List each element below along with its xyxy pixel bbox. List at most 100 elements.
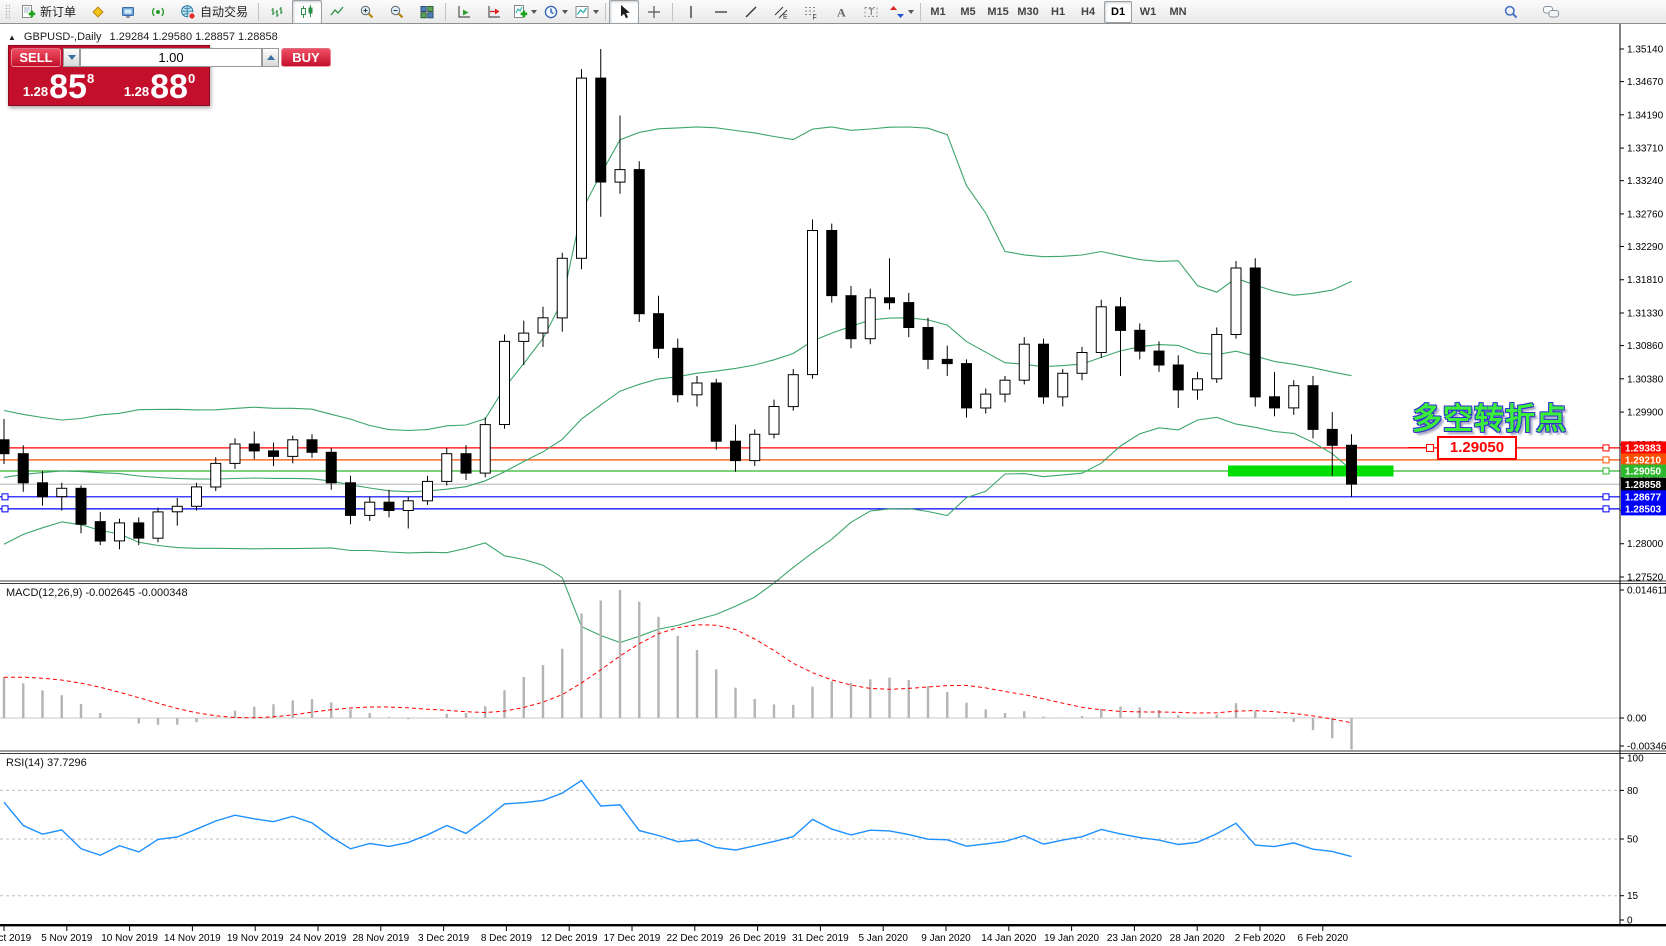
candle	[229, 443, 241, 464]
fibonacci-button[interactable]: F	[796, 0, 826, 24]
candle	[864, 297, 876, 340]
tile-windows-button[interactable]	[412, 0, 442, 24]
volume-input[interactable]	[80, 48, 262, 67]
date-axis-label: 14 Jan 2020	[981, 933, 1036, 944]
candle	[1153, 350, 1165, 366]
macd-histogram-bar	[1177, 715, 1180, 718]
horizontal-line-button[interactable]	[706, 0, 736, 24]
candlestick-chart-button[interactable]	[292, 0, 323, 24]
date-axis-label: 26 Dec 2019	[729, 933, 786, 944]
macd-histogram-bar	[99, 713, 102, 718]
cursor-button[interactable]	[609, 0, 640, 24]
timeframe-button-W1[interactable]: W1	[1139, 5, 1157, 18]
support-highlight-bar[interactable]	[1228, 465, 1394, 477]
volume-increase-button[interactable]	[262, 48, 279, 67]
sell-price[interactable]: 1.28 85 8	[9, 68, 108, 106]
candle	[999, 379, 1011, 395]
data-window-button[interactable]	[113, 0, 143, 24]
line-price-label: 1.29050	[1625, 466, 1662, 477]
price-axis-tick: 1.32290	[1627, 242, 1664, 253]
macd-histogram-bar	[214, 717, 217, 718]
periods-button[interactable]	[540, 0, 571, 24]
text-button[interactable]: A	[826, 0, 856, 24]
callout-handle[interactable]	[1426, 444, 1434, 452]
auto-scroll-button[interactable]	[449, 0, 479, 24]
bar-chart-button[interactable]	[262, 0, 292, 24]
buy-button[interactable]: BUY	[281, 48, 331, 67]
navigator-button[interactable]	[143, 0, 173, 24]
timeframe-button-M30[interactable]: M30	[1017, 5, 1039, 18]
volume-decrease-button[interactable]	[63, 48, 80, 67]
text-annotation[interactable]: 多空转折点	[1412, 403, 1567, 436]
timeframe-button-H4[interactable]: H4	[1081, 5, 1096, 18]
chart-shift-button[interactable]	[479, 0, 509, 24]
candle	[1115, 306, 1126, 331]
price-callout-label[interactable]: 1.29050	[1437, 436, 1517, 460]
collapse-chart-icon[interactable]: ▲	[8, 32, 16, 42]
crosshair-button[interactable]	[639, 0, 669, 24]
vertical-line-button[interactable]	[676, 0, 706, 24]
auto-trading-globe-icon	[180, 4, 196, 20]
sell-button[interactable]: SELL	[11, 48, 61, 67]
toolbar-grip[interactable]	[5, 3, 10, 20]
auto-scroll-icon	[456, 4, 472, 20]
trendline-button[interactable]	[736, 0, 766, 24]
text-label-button[interactable]: T	[856, 0, 886, 24]
text-icon: A	[833, 4, 849, 20]
candle	[75, 487, 87, 525]
price-axis-tick: 1.30380	[1627, 374, 1664, 385]
templates-button[interactable]	[571, 0, 602, 24]
new-order-button[interactable]: 新订单	[13, 0, 83, 24]
candle	[499, 340, 510, 425]
candle	[595, 77, 607, 183]
arrows-button[interactable]	[886, 0, 917, 24]
zoom-in-button[interactable]	[352, 0, 382, 24]
candle	[460, 453, 472, 474]
date-axis-label: 10 Nov 2019	[101, 933, 158, 944]
candle	[826, 230, 838, 297]
indicators-button[interactable]	[509, 0, 540, 24]
trendline-icon	[743, 4, 759, 20]
search-button[interactable]	[1496, 0, 1526, 24]
candle	[1038, 343, 1049, 398]
sell-price-big: 85	[49, 68, 87, 106]
macd-histogram-bar	[195, 718, 198, 723]
candle	[614, 169, 626, 183]
candle	[1230, 267, 1242, 335]
timeframe-button-D1[interactable]: D1	[1104, 0, 1133, 23]
timeframe-button-MN[interactable]: MN	[1169, 5, 1187, 18]
chat-button[interactable]	[1536, 0, 1566, 24]
timeframe-button-M5[interactable]: M5	[960, 5, 976, 18]
timeframe-button-H1[interactable]: H1	[1051, 5, 1066, 18]
chart-symbol-label: GBPUSD-,Daily	[23, 31, 102, 43]
candle	[1076, 352, 1088, 374]
candle	[306, 439, 318, 453]
line-chart-button[interactable]	[322, 0, 352, 24]
candle	[479, 424, 491, 474]
date-axis-label: 12 Dec 2019	[541, 933, 598, 944]
auto-trading-button[interactable]: 自动交易	[173, 0, 255, 24]
macd-histogram-bar	[618, 590, 622, 718]
toolbar: 新订单 自动交易	[0, 0, 1666, 24]
channel-button[interactable]: E	[766, 0, 796, 24]
fibonacci-icon: F	[803, 4, 819, 20]
zoom-out-button[interactable]	[382, 0, 412, 24]
macd-histogram-bar	[1023, 711, 1026, 718]
buy-price[interactable]: 1.28 88 0	[110, 69, 209, 104]
market-watch-button[interactable]	[83, 0, 113, 24]
macd-histogram-bar	[1273, 718, 1276, 719]
candle	[518, 332, 530, 342]
timeframe-button-M1[interactable]: M1	[930, 5, 946, 18]
macd-histogram-bar	[349, 709, 352, 718]
candle	[556, 257, 568, 319]
rsi-axis-label: 15	[1627, 891, 1639, 902]
macd-histogram-bar	[387, 717, 391, 718]
macd-histogram-bar	[60, 695, 63, 718]
chart-background[interactable]	[0, 24, 1666, 946]
macd-histogram-bar	[1119, 706, 1122, 718]
candle	[383, 501, 395, 512]
macd-histogram-bar	[888, 677, 891, 718]
indicators-icon	[512, 4, 528, 20]
timeframe-button-M15[interactable]: M15	[987, 5, 1009, 18]
